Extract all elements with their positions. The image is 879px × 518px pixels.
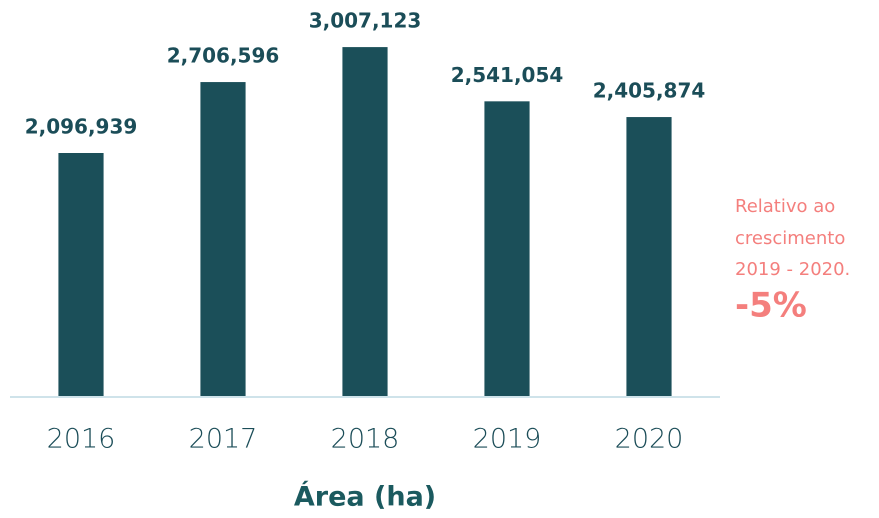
x-tick-label: 2020 <box>615 424 684 455</box>
annotation: -5% <box>735 286 807 326</box>
annotation: Relativo ao <box>735 196 835 217</box>
value-label: 2,541,054 <box>451 63 564 87</box>
bar <box>58 153 104 397</box>
x-axis-title: Área (ha) <box>294 481 436 513</box>
bar <box>626 117 672 397</box>
annotation: 2019 - 2020. <box>735 259 850 280</box>
x-tick-label: 2019 <box>473 424 542 455</box>
value-label: 2,405,874 <box>593 79 706 103</box>
x-tick-label: 2018 <box>331 424 400 455</box>
x-tick-label: 2017 <box>189 424 258 455</box>
value-label: 2,706,596 <box>167 44 280 68</box>
annotation: crescimento <box>735 228 845 249</box>
value-label: 3,007,123 <box>309 9 422 33</box>
bar <box>200 82 246 398</box>
bar <box>342 47 388 397</box>
x-tick-label: 2016 <box>47 424 116 455</box>
value-label: 2,096,939 <box>25 115 138 139</box>
bar <box>484 101 530 397</box>
